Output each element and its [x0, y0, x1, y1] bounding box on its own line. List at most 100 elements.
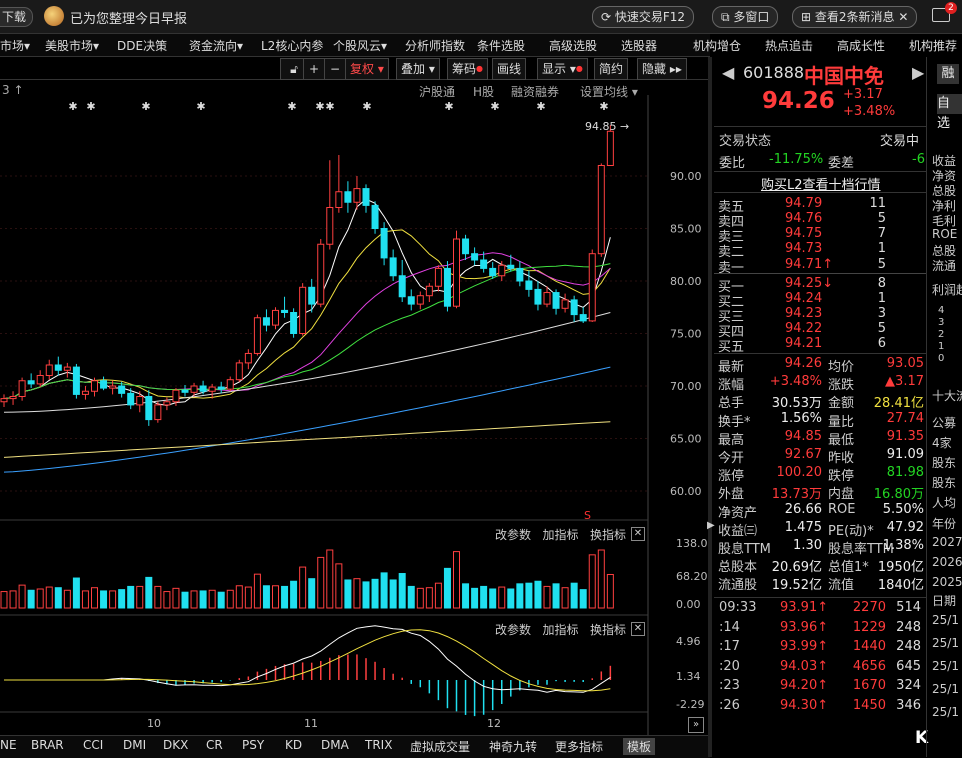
next-stock-icon[interactable]: ▶ — [912, 63, 925, 82]
bid-price: 94.23 — [785, 306, 823, 321]
trade-price: 94.20↑ — [780, 678, 829, 693]
event-marker-icon[interactable]: ✱ — [68, 100, 77, 113]
close-icon[interactable]: ✕ — [898, 10, 909, 24]
tab-magic-nine[interactable]: 神奇九转 — [489, 740, 538, 754]
fuquan-button[interactable]: 复权 ▾ — [345, 58, 389, 80]
quote-value: 1840亿 — [877, 578, 924, 593]
menu-item-stock-news[interactable]: 个股风云▾ — [333, 39, 388, 53]
switch-indicator-button[interactable]: 换指标 — [589, 528, 626, 542]
event-marker-icon[interactable]: ✱ — [599, 100, 608, 113]
candle-body — [91, 380, 98, 392]
tab-brar[interactable]: BRAR — [31, 738, 64, 752]
event-marker-icon[interactable]: ✱ — [362, 100, 371, 113]
tab-ne[interactable]: NE — [0, 738, 17, 752]
event-marker-icon[interactable]: ✱ — [196, 100, 205, 113]
avg-holding-label: 人均 — [932, 496, 957, 510]
tab-more-indicators[interactable]: 更多指标 — [555, 740, 604, 754]
macd-switch-indicator-button[interactable]: 换指标 — [589, 623, 626, 637]
date-value: 25/1 — [932, 659, 959, 673]
event-marker-icon[interactable]: ✱ — [86, 100, 95, 113]
panel-divider[interactable] — [708, 57, 712, 757]
tab-cci[interactable]: CCI — [83, 738, 104, 752]
close-volume-icon[interactable]: ✕ — [631, 527, 645, 541]
margin-trading-button[interactable]: 融 — [937, 64, 959, 84]
new-messages-button[interactable]: ⊞ 查看2条新消息 ✕ — [792, 6, 918, 28]
candle-body — [507, 264, 515, 269]
event-marker-icon[interactable]: ✱ — [536, 100, 545, 113]
tab-template[interactable]: 模板 — [623, 738, 656, 755]
menu-item-inst-recommend[interactable]: 机构推荐 — [909, 39, 958, 53]
zoom-out-icon[interactable]: − — [324, 58, 346, 80]
quote-label: 内盘 — [828, 487, 855, 502]
event-marker-icon[interactable]: ✱ — [141, 100, 150, 113]
prev-stock-icon[interactable]: ◀ — [722, 63, 735, 82]
volume-bar — [425, 587, 433, 609]
overlay-button[interactable]: 叠加 ▾ — [396, 58, 440, 80]
quote-label: 外盘 — [718, 487, 745, 502]
candle-body — [18, 380, 26, 397]
trade-price: 94.30↑ — [780, 697, 829, 713]
candle-body — [471, 253, 479, 261]
profit-trend-label: 利润趋 — [932, 283, 962, 297]
tab-psy[interactable]: PSY — [242, 738, 265, 752]
quick-trade-button[interactable]: ⟳ 快速交易F12 — [592, 6, 695, 28]
menu-item-fund-flow[interactable]: 资金流向▾ — [189, 39, 244, 53]
collapse-arrow-icon[interactable]: ▶ — [707, 520, 715, 531]
trade-time: 09:33 — [719, 600, 757, 615]
tab-dma[interactable]: DMA — [321, 738, 349, 752]
date-axis-label: 12 — [487, 717, 501, 730]
download-button[interactable]: 下载 — [0, 7, 33, 27]
menu-item-condition-select[interactable]: 条件选股 — [477, 39, 526, 53]
event-marker-icon[interactable]: ✱ — [287, 100, 296, 113]
event-marker-icon[interactable]: ✱ — [325, 100, 334, 113]
mail-icon[interactable] — [932, 8, 950, 22]
menu-item-advanced-select[interactable]: 高级选股 — [549, 39, 598, 53]
candle-body — [262, 317, 270, 326]
ma-settings-button[interactable]: 设置均线 ▾ — [580, 85, 638, 99]
event-marker-icon[interactable]: ✱ — [490, 100, 499, 113]
add-watchlist-button[interactable]: 自选 — [937, 94, 962, 131]
new-messages-label: 查看2条新消息 — [814, 10, 895, 24]
news-headline[interactable]: 已为您整理今日早报 — [70, 12, 188, 27]
change-params-button[interactable]: 改参数 — [495, 528, 532, 542]
margin-link[interactable]: 融资融券 — [511, 85, 560, 99]
close-macd-icon[interactable]: ✕ — [631, 622, 645, 636]
scroll-right-icon[interactable]: » — [688, 717, 704, 733]
multi-window-label: 多窗口 — [733, 10, 770, 24]
tab-cr[interactable]: CR — [206, 738, 223, 752]
ask-label: 卖一 — [718, 261, 745, 276]
display-button[interactable]: 显示 ▾● — [537, 58, 588, 80]
simple-button[interactable]: 简约 — [594, 58, 629, 80]
event-marker-icon[interactable]: ✱ — [444, 100, 453, 113]
volume-bar — [552, 583, 560, 609]
tab-kd[interactable]: KD — [285, 738, 303, 752]
add-indicator-button[interactable]: 加指标 — [542, 528, 579, 542]
menu-item-inst-increase[interactable]: 机构增仓 — [693, 39, 742, 53]
menu-item-hot[interactable]: 热点追击 — [765, 39, 814, 53]
menu-item-l2[interactable]: L2核心内参 — [261, 39, 324, 53]
tab-dmi[interactable]: DMI — [123, 738, 147, 752]
tab-trix[interactable]: TRIX — [365, 738, 393, 752]
menu-item-dde[interactable]: DDE决策 — [117, 39, 168, 53]
l2-purchase-link[interactable]: 购买L2查看十档行情 — [761, 178, 881, 193]
tab-virtual-volume[interactable]: 虚拟成交量 — [410, 740, 471, 754]
tab-dkx[interactable]: DKX — [163, 738, 189, 752]
quote-value: 94.26 — [784, 356, 822, 371]
menu-item-analyst-index[interactable]: 分析师指数 — [405, 39, 466, 53]
zoom-in-icon[interactable]: + — [303, 58, 325, 80]
macd-add-indicator-button[interactable]: 加指标 — [542, 623, 579, 637]
hstock-link[interactable]: H股 — [473, 85, 495, 99]
menu-item-selector[interactable]: 选股器 — [621, 39, 658, 53]
event-marker-icon[interactable]: ✱ — [315, 100, 324, 113]
menu-item-growth[interactable]: 高成长性 — [837, 39, 886, 53]
macd-change-params-button[interactable]: 改参数 — [495, 623, 532, 637]
menu-item-us-market[interactable]: 美股市场▾ — [45, 39, 100, 53]
candle-body — [489, 267, 497, 277]
menu-item-market[interactable]: 市场▾ — [0, 39, 31, 53]
hide-button[interactable]: 隐藏 ▸▸ — [637, 58, 687, 80]
hgt-link[interactable]: 沪股通 — [419, 85, 456, 99]
multi-window-button[interactable]: ⧉ 多窗口 — [712, 6, 779, 28]
draw-line-button[interactable]: 画线 — [492, 58, 527, 80]
chips-button[interactable]: 筹码● — [447, 58, 488, 80]
